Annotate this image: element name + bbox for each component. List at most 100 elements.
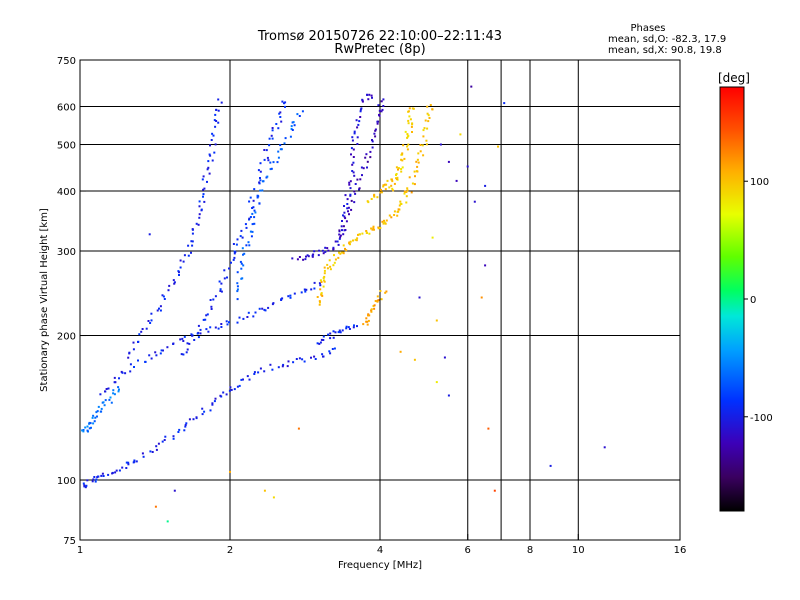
echo-point xyxy=(380,110,383,113)
echo-point xyxy=(379,290,382,292)
echo-point xyxy=(293,124,296,127)
echo-point xyxy=(380,191,383,194)
echo-point xyxy=(348,213,350,216)
echo-point xyxy=(148,233,151,236)
y-tick-label: 500 xyxy=(57,141,76,152)
echo-point xyxy=(215,108,218,111)
echo-point xyxy=(240,378,243,381)
echo-point xyxy=(310,356,312,359)
echo-point xyxy=(107,387,110,390)
echo-point xyxy=(404,130,407,133)
echo-point xyxy=(393,210,396,213)
echo-point xyxy=(225,320,228,323)
echo-point xyxy=(407,122,410,125)
echo-point xyxy=(473,200,476,203)
echo-point xyxy=(323,269,326,272)
echo-point xyxy=(132,348,135,351)
echo-point xyxy=(182,340,185,342)
echo-point xyxy=(84,426,87,429)
echo-point xyxy=(318,342,321,345)
echo-point xyxy=(289,294,292,297)
echo-point xyxy=(388,186,391,189)
echo-point xyxy=(431,236,434,239)
echo-point xyxy=(280,120,283,123)
echo-point xyxy=(341,329,344,332)
echo-point xyxy=(200,208,203,211)
echo-point xyxy=(382,105,385,107)
echo-point xyxy=(466,165,469,168)
echo-point xyxy=(233,256,236,259)
echo-point xyxy=(319,279,322,282)
echo-point xyxy=(329,268,332,271)
echo-point xyxy=(350,199,353,202)
echo-point xyxy=(214,143,217,146)
echo-point xyxy=(163,439,166,441)
echo-point xyxy=(365,153,368,156)
echo-point xyxy=(220,101,223,104)
echo-point xyxy=(236,282,239,285)
echo-point xyxy=(207,160,210,163)
echo-point xyxy=(406,148,409,151)
echo-point xyxy=(301,110,304,113)
echo-point xyxy=(320,281,323,283)
echo-point xyxy=(184,424,187,426)
echo-point xyxy=(302,258,305,261)
echo-point xyxy=(179,259,182,262)
echo-point xyxy=(366,323,369,326)
echo-point xyxy=(209,299,212,301)
echo-point xyxy=(367,314,369,317)
echo-point xyxy=(97,475,100,478)
echo-point xyxy=(173,281,176,284)
echo-point xyxy=(372,227,375,230)
echo-point xyxy=(396,176,399,179)
echo-point xyxy=(182,353,185,356)
y-tick-label: 600 xyxy=(57,103,76,114)
echo-point xyxy=(236,321,239,324)
echo-point xyxy=(348,181,351,184)
echo-point xyxy=(204,318,207,321)
echo-point xyxy=(400,170,403,173)
echo-point xyxy=(241,236,244,239)
echo-point xyxy=(281,365,284,368)
echo-point xyxy=(360,107,363,110)
echo-point xyxy=(355,239,358,242)
echo-point xyxy=(279,148,282,151)
echo-point xyxy=(344,217,347,220)
echo-point xyxy=(159,305,162,308)
echo-point xyxy=(86,479,89,482)
echo-point xyxy=(127,356,130,359)
echo-point xyxy=(323,272,326,275)
echo-point xyxy=(334,240,337,243)
echo-point xyxy=(242,317,245,320)
echo-point xyxy=(264,309,267,312)
echo-point xyxy=(343,215,346,218)
echo-point xyxy=(242,264,245,267)
echo-point xyxy=(118,469,121,472)
echo-point xyxy=(150,357,153,360)
echo-point xyxy=(487,427,490,430)
echo-point xyxy=(195,222,198,225)
echo-point xyxy=(410,125,413,128)
echo-point xyxy=(365,320,368,323)
echo-point xyxy=(112,389,115,392)
echo-point xyxy=(97,405,100,408)
echo-point xyxy=(249,196,252,199)
echo-point xyxy=(408,176,411,179)
echo-point xyxy=(247,241,250,244)
echo-point xyxy=(156,309,159,312)
echo-point xyxy=(217,327,220,330)
echo-point xyxy=(376,120,379,123)
echo-point xyxy=(307,255,310,258)
info-heading: Phases xyxy=(630,23,665,34)
echo-point xyxy=(393,214,396,216)
echo-point xyxy=(154,505,157,508)
echo-point xyxy=(439,143,442,146)
echo-point xyxy=(245,226,248,229)
echo-point xyxy=(331,348,334,350)
echo-point xyxy=(354,238,357,241)
echo-point xyxy=(373,195,376,198)
echo-point xyxy=(271,127,274,129)
echo-point xyxy=(373,194,375,197)
echo-point xyxy=(353,201,356,204)
echo-point xyxy=(327,249,330,252)
